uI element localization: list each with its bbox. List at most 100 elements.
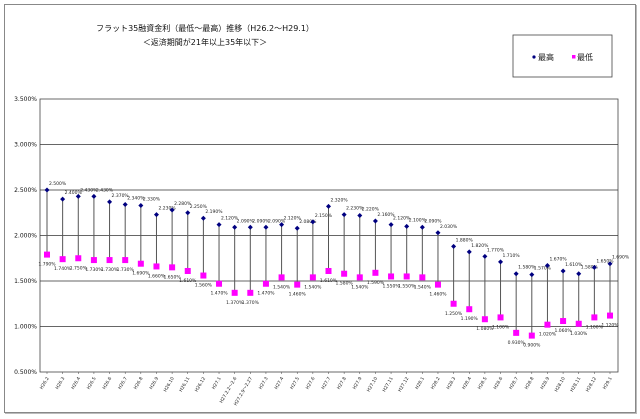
low-point [262, 280, 269, 287]
high-point [388, 222, 394, 228]
high-point [482, 253, 488, 259]
x-tick-label: H27.5 [289, 376, 301, 391]
x-tick-label: H27.1 [211, 376, 223, 391]
high-data-label: 2.190% [205, 209, 223, 215]
x-tick-label: H29.1 [602, 376, 614, 391]
low-data-label: 1.750% [70, 265, 88, 271]
high-point [560, 268, 566, 274]
plot-area: 3.500% 3.000% 2.500% 2.000% 1.500% 1.000% 0.50… [14, 96, 630, 407]
low-point [325, 267, 332, 274]
high-point [169, 207, 175, 213]
x-tick-label: H27.10 [366, 376, 379, 393]
legend-box [512, 34, 613, 78]
low-point [372, 269, 379, 276]
low-point [278, 274, 285, 281]
x-tick-label: H26.9 [148, 376, 160, 391]
high-data-label: 2.230% [158, 206, 176, 212]
high-point [498, 259, 504, 265]
x-tick-label: H28.10 [553, 376, 566, 393]
high-data-label: 2.090% [252, 218, 270, 224]
low-point [341, 270, 348, 277]
low-point [44, 251, 50, 258]
low-point [450, 300, 457, 307]
low-point [560, 318, 567, 325]
high-point [372, 218, 378, 224]
high-point [75, 193, 81, 199]
low-data-label: 1.120% [601, 323, 619, 329]
x-tick-label: H28.5 [477, 376, 489, 391]
low-data-label: 1.690% [132, 271, 150, 277]
high-data-label: 2.090% [424, 218, 442, 224]
low-point [184, 267, 191, 274]
high-point [404, 223, 410, 229]
low-point [419, 274, 426, 281]
x-tick-label: H26.5 [86, 376, 98, 391]
x-tick-label: H26.7 [117, 376, 129, 391]
high-point [91, 193, 97, 199]
x-tick-label: H28.11 [569, 376, 582, 393]
high-point [591, 264, 597, 270]
high-data-label: 2.150% [315, 213, 333, 219]
legend-marker-low [572, 55, 576, 59]
high-point [200, 215, 206, 221]
high-point [310, 219, 316, 225]
low-point [466, 306, 473, 313]
high-data-label: 2.370% [112, 193, 130, 199]
low-data-label: 1.560% [195, 283, 213, 289]
chart-subtitle: ＜返済期間が21年以上35年以下＞ [143, 37, 267, 47]
low-point [607, 312, 613, 319]
low-data-label: 1.460% [289, 292, 307, 298]
x-tick-label: H26.4 [70, 376, 82, 391]
low-data-label: 1.190% [461, 316, 479, 322]
high-data-label: 1.610% [565, 262, 583, 268]
low-point [137, 260, 144, 267]
high-point [326, 203, 331, 209]
low-point [294, 281, 301, 288]
low-data-label: 1.460% [429, 292, 447, 298]
high-data-label: 2.030% [440, 224, 458, 230]
x-tick-label: H27.12 [397, 376, 410, 393]
x-tick-label: H26.10 [163, 376, 176, 393]
chart-frame [4, 4, 636, 413]
x-tick-label: H26.12 [194, 376, 207, 393]
high-point [185, 210, 191, 216]
low-data-label: 1.030% [570, 331, 588, 337]
legend: 最高 最低 [512, 34, 613, 78]
low-point [90, 257, 97, 264]
high-point [138, 202, 144, 208]
x-tick-label: H27.11 [381, 376, 394, 393]
low-data-label: 1.590% [367, 280, 385, 286]
low-data-label: 1.660% [148, 273, 166, 279]
high-data-label: 2.280% [174, 201, 192, 207]
high-data-label: 2.120% [393, 216, 411, 222]
low-data-label: 1.540% [273, 284, 291, 290]
low-data-label: 0.900% [523, 343, 541, 349]
high-data-label: 2.100% [409, 217, 427, 223]
high-data-label: 1.710% [503, 253, 521, 259]
low-data-label: 1.550% [382, 283, 400, 289]
low-data-label: 1.370% [242, 300, 260, 306]
x-tick-label: H27.8 [336, 376, 348, 391]
high-data-label: 1.880% [456, 237, 474, 243]
x-tick-label: H28.9 [539, 376, 551, 391]
y-tick-label: 2.500% [14, 187, 37, 194]
high-data-label: 2.330% [143, 196, 161, 202]
low-point [544, 321, 551, 328]
y-tick-label: 3.000% [14, 142, 37, 149]
high-data-label: 2.090% [237, 218, 255, 224]
high-data-label: 1.670% [549, 257, 567, 263]
low-data-label: 1.650% [164, 274, 182, 280]
high-data-label: 1.580% [518, 265, 536, 271]
low-data-label: 1.020% [539, 332, 557, 338]
high-data-label: 2.320% [331, 197, 349, 203]
high-point [107, 199, 113, 205]
high-data-label: 2.220% [362, 206, 380, 212]
low-data-label: 1.370% [226, 300, 244, 306]
low-data-label: 1.540% [414, 284, 432, 290]
high-point [247, 224, 253, 230]
low-point [575, 320, 582, 327]
high-point [279, 222, 285, 228]
x-tick-label: H27.3 [258, 376, 270, 391]
high-point [341, 212, 347, 218]
